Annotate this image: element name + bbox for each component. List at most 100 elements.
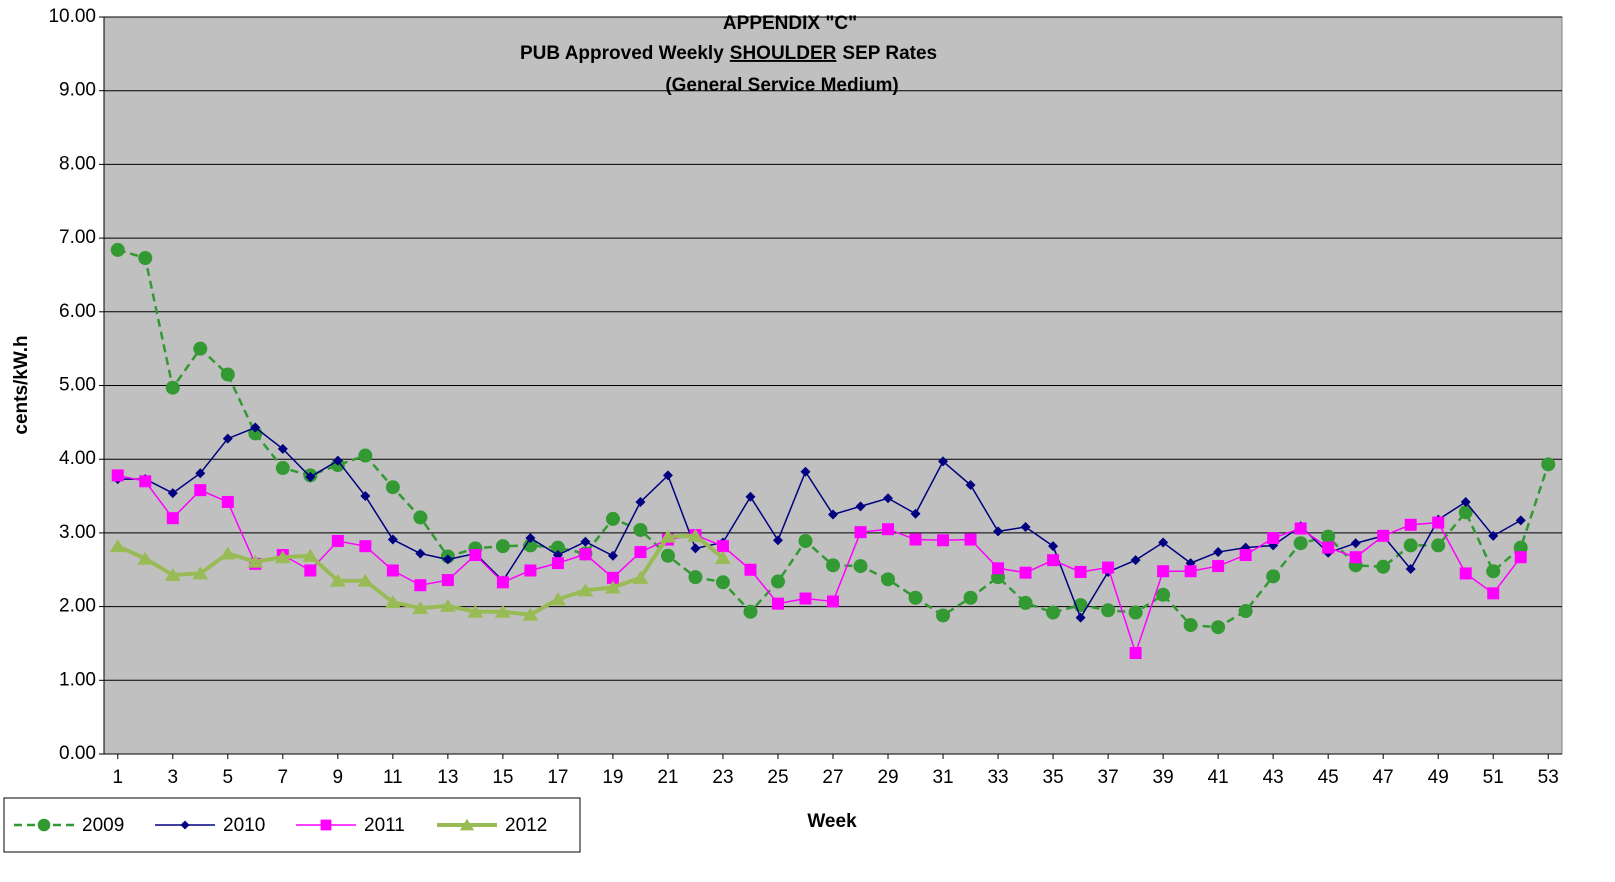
marker	[965, 479, 976, 490]
x-tick-label: 19	[602, 767, 623, 788]
x-tick-label: 39	[1153, 767, 1174, 788]
marker	[1514, 551, 1527, 564]
marker	[936, 608, 951, 623]
marker	[1459, 567, 1472, 580]
marker	[714, 550, 731, 564]
series-line	[117, 426, 1522, 620]
marker	[662, 470, 673, 481]
legend-marker	[37, 818, 51, 832]
y-tick-label: 7.00	[59, 227, 96, 248]
marker	[495, 539, 510, 554]
marker	[1350, 538, 1361, 549]
marker	[1212, 560, 1225, 573]
marker	[439, 598, 456, 612]
marker	[1513, 540, 1528, 555]
marker	[110, 242, 125, 257]
chart-title: PUB Approved Weekly SHOULDER SEP Rates	[520, 43, 937, 64]
marker	[412, 601, 429, 615]
y-tick-label: 8.00	[59, 153, 96, 174]
marker	[659, 529, 676, 543]
marker	[385, 480, 400, 495]
marker	[882, 523, 895, 536]
marker	[964, 533, 977, 546]
title-part: SEP Rates	[842, 43, 937, 64]
marker	[855, 501, 866, 512]
marker	[220, 367, 235, 382]
marker	[1238, 604, 1253, 619]
marker	[1048, 541, 1059, 552]
marker	[633, 522, 648, 537]
marker	[194, 484, 207, 497]
marker	[1431, 538, 1446, 553]
marker	[166, 512, 179, 525]
marker	[415, 548, 426, 559]
marker	[525, 533, 536, 544]
marker	[387, 534, 398, 545]
marker	[357, 573, 374, 587]
marker	[1128, 605, 1143, 620]
marker	[883, 493, 894, 504]
marker	[222, 433, 233, 444]
marker	[770, 574, 785, 589]
marker	[329, 573, 346, 587]
marker	[604, 580, 621, 594]
marker	[1432, 516, 1445, 529]
legend-marker	[320, 819, 332, 831]
marker	[579, 548, 592, 561]
legend-label: 2010	[223, 815, 265, 836]
x-tick-label: 33	[987, 767, 1008, 788]
marker	[192, 566, 209, 580]
marker	[1293, 536, 1308, 551]
y-tick-label: 2.00	[59, 596, 96, 617]
marker	[937, 534, 950, 547]
marker	[1129, 647, 1142, 660]
marker	[302, 548, 319, 562]
marker	[1156, 587, 1171, 602]
x-tick-label: 43	[1263, 767, 1284, 788]
marker	[881, 572, 896, 587]
marker	[744, 563, 757, 576]
marker	[1321, 529, 1336, 544]
marker	[632, 570, 649, 584]
marker	[494, 604, 511, 618]
legend-marker	[180, 820, 190, 830]
marker	[1183, 618, 1198, 633]
x-tick-label: 11	[383, 767, 403, 788]
marker	[219, 546, 236, 560]
y-tick-label: 0.00	[59, 743, 96, 764]
marker	[993, 526, 1004, 537]
x-tick-label: 3	[167, 767, 178, 788]
marker	[1404, 518, 1417, 531]
marker	[1101, 603, 1116, 618]
marker	[688, 570, 703, 585]
marker	[1294, 522, 1307, 535]
marker	[853, 559, 868, 574]
marker	[165, 380, 180, 395]
title-part: PUB Approved Weekly	[520, 43, 724, 64]
x-tick-label: 41	[1208, 767, 1229, 788]
marker	[690, 543, 701, 554]
series-line	[117, 474, 1522, 656]
y-tick-label: 10.00	[48, 6, 96, 27]
marker	[772, 535, 783, 546]
marker	[1460, 496, 1471, 507]
marker	[524, 564, 537, 577]
marker	[1019, 566, 1032, 579]
marker	[1377, 529, 1390, 542]
marker	[1515, 515, 1526, 526]
marker	[441, 574, 454, 587]
chart-subtitle: (General Service Medium)	[665, 75, 898, 96]
marker	[384, 595, 401, 609]
marker	[549, 592, 566, 606]
marker	[359, 540, 372, 553]
marker	[1487, 587, 1500, 600]
marker	[1158, 537, 1169, 548]
marker	[247, 554, 264, 568]
x-tick-label: 53	[1538, 767, 1559, 788]
marker	[660, 548, 675, 563]
y-tick-label: 3.00	[59, 522, 96, 543]
marker	[442, 554, 453, 565]
y-tick-label: 4.00	[59, 448, 96, 469]
marker	[827, 595, 839, 608]
